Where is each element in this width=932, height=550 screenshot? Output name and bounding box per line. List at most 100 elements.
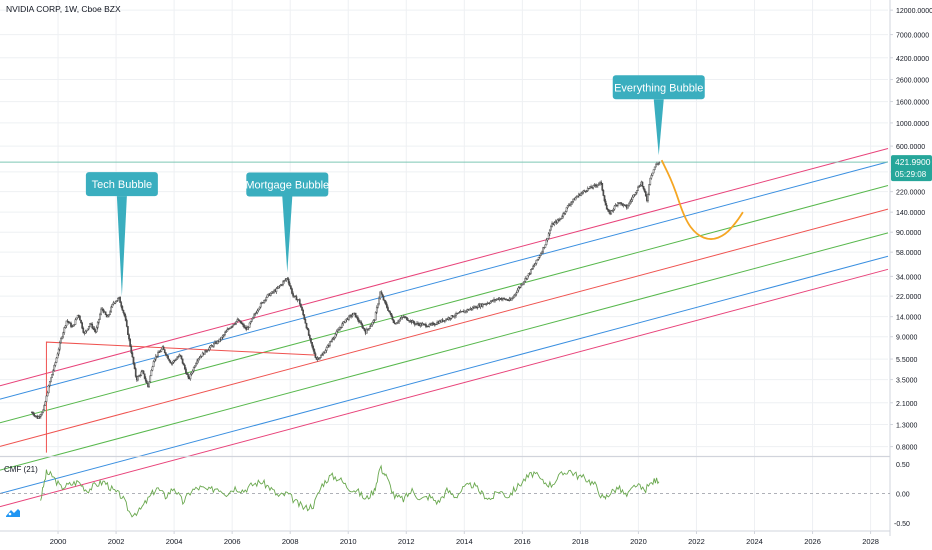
candle-body [591, 187, 594, 189]
candle-body [46, 392, 49, 397]
candle-body [62, 332, 65, 338]
candle-body [363, 328, 366, 331]
cmf-tick-label: 0.00 [896, 492, 910, 499]
candle-body [371, 322, 374, 326]
candle-body [650, 175, 653, 179]
candle-body [228, 328, 231, 330]
channel-line-5[interactable] [0, 232, 889, 471]
candle-body [533, 264, 536, 267]
candle-body [77, 314, 80, 317]
candle-body [242, 323, 244, 325]
candle-body [179, 354, 182, 357]
symbol-title[interactable]: NVIDIA CORP, 1W, Cboe BZX [6, 4, 121, 14]
candle-body [435, 323, 437, 326]
candle-body [182, 362, 185, 366]
candle-body [304, 319, 307, 324]
price-tick-label: 9.0000 [896, 335, 918, 342]
tradingview-logo-icon[interactable] [6, 509, 20, 517]
candle-body [266, 294, 269, 298]
callout-pointer [653, 99, 664, 156]
candle-body [250, 318, 253, 322]
candle-body [452, 316, 455, 318]
time-tick-label: 2022 [688, 537, 705, 546]
candle-body [167, 355, 169, 360]
price-tick-label: 22.0000 [896, 294, 921, 301]
channel-line-6[interactable] [0, 255, 889, 495]
candle-body [641, 181, 644, 187]
channel-line-4[interactable] [0, 208, 889, 447]
candle-body [82, 327, 85, 333]
candle-body [382, 296, 385, 301]
pitchfork-handle[interactable] [45, 341, 317, 453]
candle-body [564, 211, 567, 214]
pitchfork-handle-line[interactable] [45, 341, 317, 453]
candle-body [326, 345, 329, 348]
candle-body [651, 172, 654, 176]
candle-body [247, 327, 250, 329]
candle-body [213, 343, 215, 347]
callout-1[interactable]: Tech Bubble [85, 172, 158, 297]
bubble-callouts[interactable]: Tech Bubble Mortgage Bubble Everything Bub… [85, 75, 705, 297]
candle-body [307, 329, 310, 336]
candle-body [624, 204, 627, 206]
callout-2[interactable]: Mortgage Bubble [245, 172, 329, 273]
price-tick-label: 4200.0000 [896, 56, 929, 63]
candle-body [649, 177, 652, 185]
candle-body [575, 196, 578, 199]
candle-body [341, 323, 344, 328]
candle-body [248, 322, 251, 328]
candle-body [375, 307, 378, 313]
candle-body [148, 381, 150, 387]
candle-body [277, 286, 280, 289]
candle-body [295, 296, 298, 301]
channel-line-7[interactable] [0, 268, 889, 508]
candle-body [61, 336, 63, 339]
candle-body [117, 298, 119, 301]
channel-line-1[interactable] [0, 147, 889, 387]
candle-body [531, 268, 533, 270]
candle-body [534, 263, 537, 266]
candle-body [537, 257, 540, 260]
candle-body [152, 361, 155, 368]
candle-body [132, 356, 135, 364]
candle-body [379, 291, 382, 299]
candle-body [209, 345, 212, 348]
price-scale[interactable]: 12000.0000 7000.0000 4200.0000 2600.0000 160… [890, 8, 932, 452]
candle-body [485, 303, 488, 305]
pitchfork-channel[interactable] [0, 147, 889, 508]
candle-body [449, 318, 452, 320]
candle-body [108, 314, 110, 317]
candle-body [358, 319, 360, 323]
candle-body [258, 306, 261, 310]
candle-body [313, 349, 316, 354]
candle-body [72, 324, 75, 327]
time-scale[interactable]: 2000 2002 2004 2006 2008 2010 2012 2014 2016 2018… [50, 531, 879, 546]
candle-body [642, 186, 645, 190]
candle-body [157, 352, 159, 357]
candle-body [556, 219, 559, 223]
candle-body [183, 364, 186, 370]
time-tick-label: 2028 [862, 537, 879, 546]
candle-body [224, 332, 226, 335]
callout-3[interactable]: Everything Bubble [612, 75, 705, 156]
candle-body [32, 412, 34, 415]
candle-body [562, 213, 565, 217]
candle-body [380, 291, 383, 295]
candle-body [637, 186, 639, 191]
candle-body [569, 204, 571, 206]
candle-body [648, 184, 650, 195]
candle-body [657, 163, 659, 165]
candle-body [632, 194, 635, 198]
channel-line-2[interactable] [0, 161, 889, 400]
candle-body [194, 365, 196, 368]
candle-body [647, 194, 649, 201]
candle-body [521, 284, 523, 286]
time-tick-label: 2020 [630, 537, 647, 546]
candle-body [468, 309, 471, 311]
projection-curve[interactable] [660, 159, 744, 240]
candle-body [536, 259, 539, 261]
candle-body [548, 229, 551, 235]
cmf-label[interactable]: CMF (21) [4, 465, 38, 474]
candle-body [154, 355, 157, 360]
